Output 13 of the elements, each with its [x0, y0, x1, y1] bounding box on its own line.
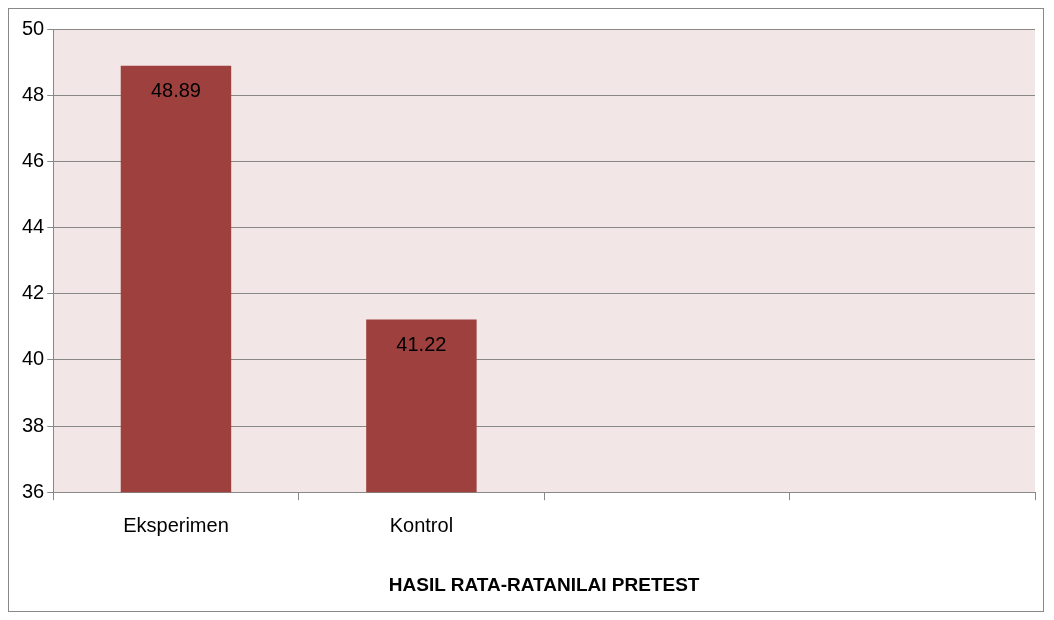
- y-tick-label: 46: [22, 148, 45, 171]
- y-tick-label: 48: [22, 82, 45, 105]
- y-tick-label: 42: [22, 281, 45, 304]
- data-label: 48.89: [150, 79, 201, 102]
- y-tick-label: 38: [22, 413, 45, 436]
- data-label: 41.22: [396, 333, 447, 356]
- y-tick-label: 50: [22, 16, 45, 39]
- y-tick-label: 44: [22, 215, 45, 238]
- x-tick-label: Eksperimen: [123, 513, 229, 536]
- x-tick-label: Kontrol: [389, 513, 454, 536]
- x-axis-title: HASIL RATA-RATANILAI PRETEST: [388, 573, 700, 595]
- y-tick-label: 36: [22, 479, 45, 502]
- y-tick-label: 40: [22, 347, 45, 370]
